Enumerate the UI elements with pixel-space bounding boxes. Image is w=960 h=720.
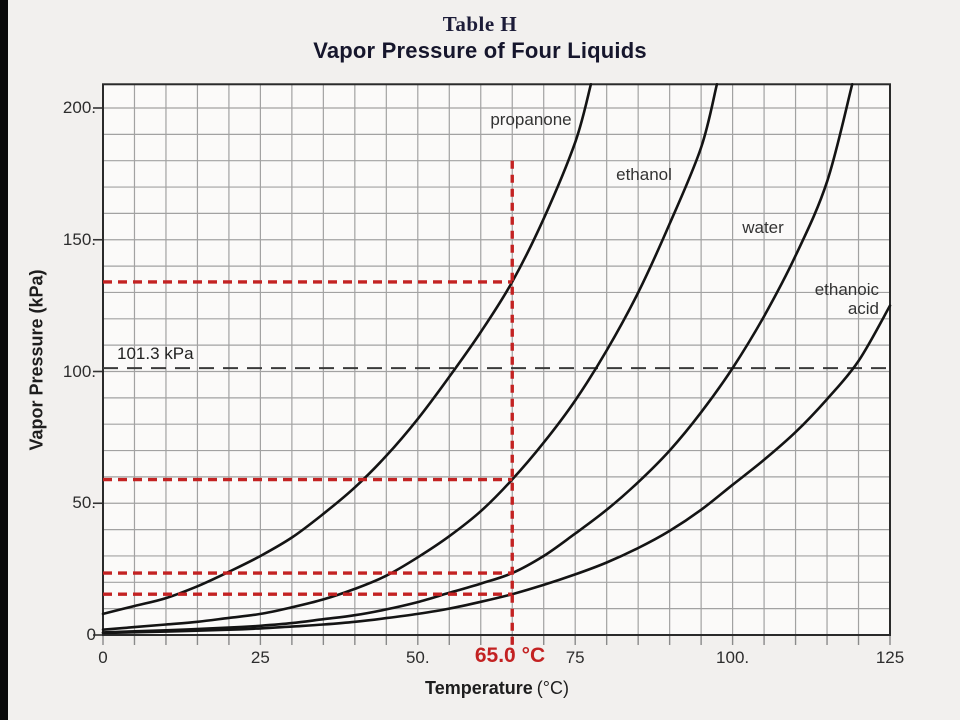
curve-label-water: water (742, 218, 784, 237)
y-tick-label: 150. (62, 229, 96, 249)
left-border-strip (0, 0, 8, 720)
plot-area (103, 84, 890, 635)
title-block: Table H Vapor Pressure of Four Liquids (0, 12, 960, 64)
curve-ethanol (101, 83, 719, 631)
x-axis-title: Temperature (°C) (425, 678, 569, 699)
curve-label-ethanol: ethanol (616, 165, 672, 184)
y-tick-label: 100. (62, 361, 96, 381)
y-tick-label: 0 (86, 625, 96, 644)
x-axis-title-text: Temperature (425, 678, 533, 698)
x-tick-label: 75 (565, 648, 585, 667)
chart-title: Vapor Pressure of Four Liquids (313, 38, 647, 63)
x-tick-label: 0 (98, 648, 108, 667)
curve-label-propanone: propanone (490, 110, 572, 129)
x-tick-label: 125 (875, 648, 905, 667)
y-tick-label: 200. (62, 98, 96, 117)
curve-propanone (101, 83, 593, 616)
curve-ethanoic-acid (101, 304, 892, 635)
x-tick-label: 50. (405, 648, 430, 667)
y-tick-label: 50. (72, 493, 96, 513)
curve-water (101, 83, 854, 634)
curve-label-ethanoic-acid: ethanoic acid (814, 280, 879, 318)
annotation-temperature-label: 65.0 °C (474, 644, 546, 667)
y-axis-title: Vapor Pressure (kPa) (26, 269, 47, 451)
x-axis-title-unit: (°C) (536, 678, 569, 698)
table-title: Table H (442, 12, 518, 36)
plot-frame (102, 83, 891, 637)
x-tick-label: 25 (250, 648, 270, 667)
x-tick-label: 100. (716, 648, 750, 667)
reference-pressure-label: 101.3 kPa (117, 344, 194, 363)
